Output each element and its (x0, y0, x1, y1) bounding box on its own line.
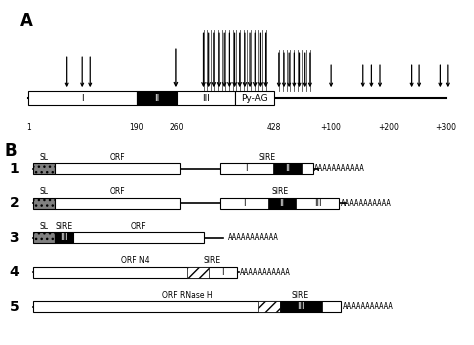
Bar (33, 233, 55, 243)
Text: B: B (5, 142, 18, 160)
Text: ORF: ORF (131, 222, 146, 231)
Text: ORF N4: ORF N4 (121, 256, 149, 265)
Text: 428: 428 (266, 123, 281, 132)
Bar (187, 267, 209, 278)
Text: SL: SL (39, 187, 48, 196)
Text: I: I (245, 164, 248, 174)
Text: 5: 5 (9, 300, 19, 314)
Text: SIRE: SIRE (258, 153, 275, 162)
Text: SL: SL (39, 153, 48, 162)
Bar (235, 91, 273, 105)
Text: +200: +200 (378, 123, 399, 132)
Bar (33, 267, 237, 278)
Bar (258, 302, 280, 312)
Text: SL: SL (39, 222, 48, 231)
Text: III: III (202, 93, 210, 102)
Text: SIRE: SIRE (203, 256, 221, 265)
Text: +300: +300 (436, 123, 456, 132)
Bar (33, 198, 55, 209)
Text: III: III (60, 233, 68, 243)
Bar (273, 164, 302, 174)
Text: ORF RNase H: ORF RNase H (162, 291, 212, 300)
Text: ORF: ORF (109, 187, 125, 196)
Text: SIRE: SIRE (271, 187, 288, 196)
Bar (137, 91, 177, 105)
Bar (33, 302, 341, 312)
Bar (55, 198, 180, 209)
Bar (73, 233, 204, 243)
Text: I: I (221, 268, 224, 277)
Text: 1: 1 (9, 162, 19, 176)
Text: 2: 2 (9, 196, 19, 210)
Bar (220, 198, 339, 209)
Text: AAAAAAAAAAA: AAAAAAAAAAA (239, 268, 290, 277)
Text: A: A (20, 12, 33, 30)
Text: ORF: ORF (109, 153, 125, 162)
Bar (55, 233, 73, 243)
Text: AAAAAAAAAAA: AAAAAAAAAAA (314, 164, 365, 174)
Bar (55, 233, 73, 243)
Bar (33, 164, 55, 174)
Text: AAAAAAAAAAA: AAAAAAAAAAA (343, 302, 393, 312)
Text: II: II (280, 199, 284, 208)
Bar (280, 302, 322, 312)
Bar (55, 164, 180, 174)
Bar (27, 91, 137, 105)
Text: 260: 260 (170, 123, 184, 132)
Text: 190: 190 (129, 123, 144, 132)
Text: II: II (285, 164, 290, 174)
Text: SIRE: SIRE (55, 222, 73, 231)
Text: II: II (155, 93, 160, 102)
Text: 4: 4 (9, 265, 19, 279)
Bar (268, 198, 296, 209)
Text: 1: 1 (26, 123, 30, 132)
Text: 3: 3 (9, 231, 19, 245)
Text: Py-AG: Py-AG (241, 93, 267, 102)
Bar (177, 91, 235, 105)
Text: +100: +100 (321, 123, 342, 132)
Text: III: III (297, 302, 305, 312)
Bar (220, 164, 313, 174)
Text: SIRE: SIRE (291, 291, 309, 300)
Text: AAAAAAAAAAA: AAAAAAAAAAA (228, 233, 278, 243)
Text: AAAAAAAAAAA: AAAAAAAAAAA (341, 199, 392, 208)
Text: I: I (81, 93, 83, 102)
Text: III: III (314, 199, 321, 208)
Text: I: I (243, 199, 246, 208)
